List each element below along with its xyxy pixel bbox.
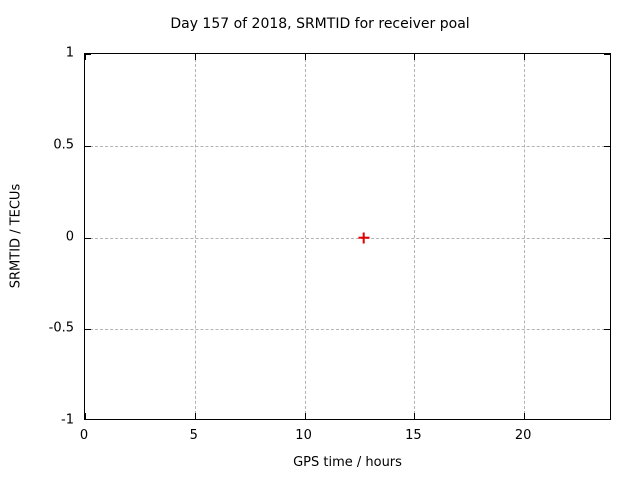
y-axis-label: SRMTID / TECUs <box>8 183 24 289</box>
x-axis-tick <box>304 54 306 60</box>
x-gridline <box>414 54 416 419</box>
y-axis-tick <box>85 237 91 239</box>
chart-title: Day 157 of 2018, SRMTID for receiver poa… <box>170 16 470 32</box>
y-tick-label: 0 <box>65 229 74 244</box>
y-axis-tick <box>85 329 91 331</box>
y-gridline <box>85 329 610 331</box>
plot-area <box>84 53 611 420</box>
data-point-marker <box>358 232 369 243</box>
x-axis-tick <box>524 413 526 419</box>
x-tick-label: 10 <box>295 428 312 443</box>
x-tick-label: 0 <box>79 428 89 443</box>
x-axis-tick <box>194 413 196 419</box>
x-gridline <box>524 54 526 419</box>
x-gridline <box>194 54 196 419</box>
y-tick-label: -1 <box>61 412 74 428</box>
y-gridline <box>85 145 610 147</box>
x-axis-tick <box>414 413 416 419</box>
y-axis-tick <box>604 145 610 147</box>
x-axis-label: GPS time / hours <box>293 455 402 470</box>
y-tick-label: 0.5 <box>53 137 74 153</box>
x-axis-tick <box>524 54 526 60</box>
x-axis-tick <box>304 413 306 419</box>
y-axis-tick <box>85 145 91 147</box>
y-axis-tick <box>85 54 91 55</box>
x-axis-tick <box>85 54 86 60</box>
x-axis-tick <box>414 54 416 60</box>
y-gridline <box>85 237 610 239</box>
x-tick-label: 20 <box>514 428 532 443</box>
y-axis-tick <box>604 237 610 239</box>
y-tick-label: 1 <box>65 45 74 61</box>
y-axis-tick <box>604 54 610 55</box>
x-axis-tick <box>85 413 86 419</box>
x-gridline <box>304 54 306 419</box>
x-tick-label: 15 <box>405 428 422 443</box>
y-tick-label: -0.5 <box>48 320 74 336</box>
x-axis-tick <box>194 54 196 60</box>
x-tick-label: 5 <box>189 428 198 443</box>
plot-inner <box>85 54 610 419</box>
y-axis-tick <box>604 329 610 331</box>
